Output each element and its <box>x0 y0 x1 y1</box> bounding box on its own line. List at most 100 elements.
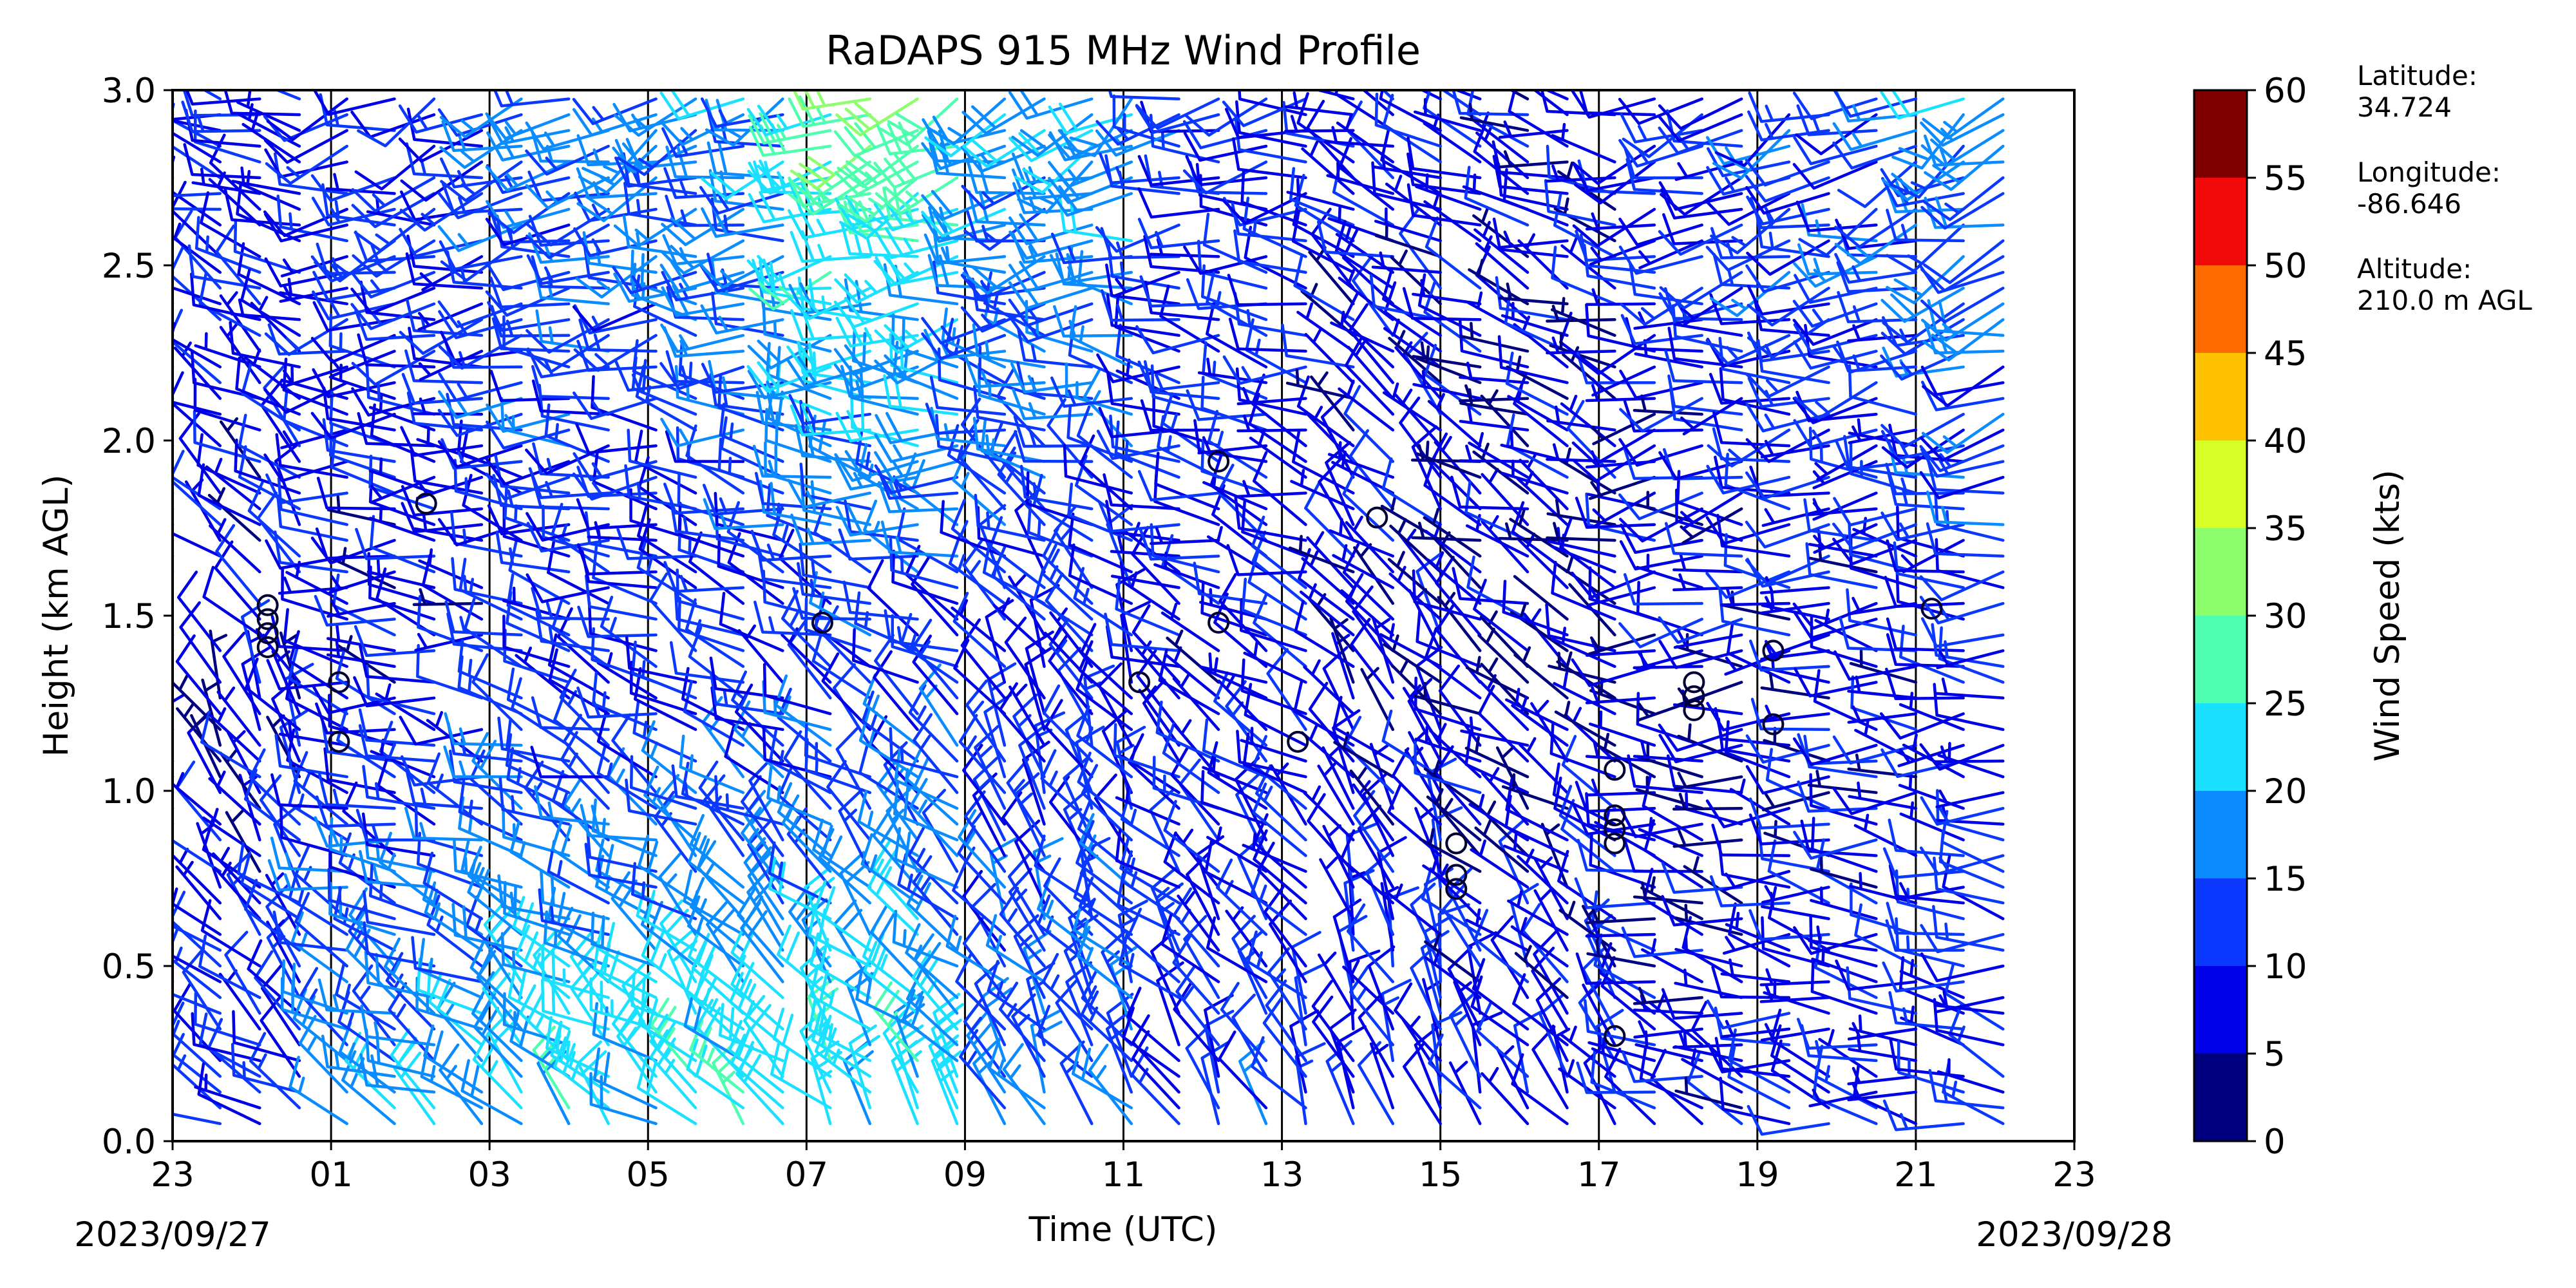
wind-barb <box>1342 291 1395 369</box>
wind-barb <box>1300 724 1355 779</box>
wind-barb <box>1667 374 1743 416</box>
wind-barb <box>718 1003 784 1063</box>
wind-barb <box>1075 832 1133 905</box>
wind-barb <box>1658 97 1743 130</box>
wind-barb <box>1551 122 1616 164</box>
x-tick-label: 23 <box>2052 1155 2096 1195</box>
wind-barb <box>1095 129 1180 157</box>
wind-barb <box>683 679 745 747</box>
wind-barb <box>665 430 745 463</box>
wind-barb <box>1234 496 1307 542</box>
wind-barb <box>1792 601 1878 630</box>
wind-barb <box>351 350 436 386</box>
wind-barb <box>952 450 1007 526</box>
wind-barb <box>1427 393 1482 448</box>
wind-barb <box>750 529 832 562</box>
wind-barb <box>1633 881 1703 905</box>
calm-marker <box>256 636 279 658</box>
wind-barb <box>1585 686 1656 705</box>
x-tick-label: 09 <box>943 1155 987 1195</box>
wind-barb <box>326 639 396 668</box>
wind-barb <box>1884 576 1965 609</box>
wind-barb <box>1492 217 1569 258</box>
wind-barb <box>730 954 784 1031</box>
wind-barb <box>1186 389 1268 421</box>
wind-barb <box>1048 185 1133 217</box>
wind-barb <box>1793 255 1878 288</box>
wind-barb <box>1241 499 1307 558</box>
wind-barb <box>748 122 832 157</box>
wind-barb <box>414 804 484 857</box>
wind-barb <box>545 1016 610 1078</box>
wind-barb <box>1850 882 1918 936</box>
wind-barb <box>788 160 872 202</box>
wind-barb <box>1893 541 1965 589</box>
wind-barb <box>426 894 484 968</box>
wind-barb <box>786 355 872 388</box>
wind-barb <box>1204 1009 1235 1094</box>
wind-barb <box>1406 152 1482 195</box>
wind-barb <box>274 90 301 100</box>
wind-barb <box>219 748 261 810</box>
wind-barb <box>1512 973 1569 1046</box>
wind-barb <box>1705 570 1791 599</box>
wind-barb <box>1159 284 1220 353</box>
wind-barb <box>1919 570 2005 601</box>
wind-barb <box>880 520 959 558</box>
wind-barb <box>173 222 222 274</box>
wind-barb <box>1065 362 1133 416</box>
wind-barb <box>1296 375 1355 448</box>
wind-barb <box>1415 440 1482 479</box>
wind-barb <box>1585 740 1656 763</box>
wind-barb <box>1252 451 1307 526</box>
wind-barb <box>676 568 745 621</box>
wind-barb <box>1728 902 1791 968</box>
calm-marker <box>1683 699 1705 721</box>
wind-barb <box>1886 209 1965 243</box>
altitude-value: 210.0 m AGL <box>2357 285 2532 316</box>
wind-barb <box>1459 102 1530 132</box>
wind-barb <box>1419 828 1482 873</box>
wind-barb <box>1745 734 1830 764</box>
wind-barb <box>900 612 959 684</box>
wind-barb <box>777 687 832 763</box>
wind-barb <box>972 1040 1007 1126</box>
wind-barb <box>1233 229 1307 274</box>
wind-barb <box>972 384 1046 431</box>
y-tick-label: 0.5 <box>102 947 156 987</box>
wind-barb <box>173 401 222 416</box>
wind-barb <box>526 254 610 285</box>
wind-barb <box>661 270 745 302</box>
wind-barb <box>236 90 301 132</box>
wind-barb <box>327 599 396 618</box>
wind-barb <box>437 518 523 547</box>
wind-barb <box>632 701 697 763</box>
wind-barb <box>649 1029 697 1110</box>
wind-barb <box>1137 155 1220 187</box>
wind-barb <box>1423 507 1482 558</box>
wind-barb <box>1554 701 1616 747</box>
wind-barb <box>575 255 658 299</box>
wind-barb <box>650 997 697 1078</box>
wind-barb <box>1498 522 1569 542</box>
wind-barb <box>173 1001 222 1078</box>
wind-barb <box>1604 1047 1656 1126</box>
wind-barb <box>1920 617 2005 648</box>
wind-barb <box>1900 1005 1965 1046</box>
wind-barb <box>907 826 959 905</box>
wind-barb <box>1012 388 1094 421</box>
wind-barb <box>1459 361 1530 384</box>
wind-barb <box>1114 294 1180 353</box>
wind-barb <box>1004 616 1046 700</box>
wind-barb <box>472 1030 523 1110</box>
wind-barb <box>1284 115 1355 133</box>
colorbar-tick-label: 15 <box>2264 860 2307 899</box>
wind-barb <box>1794 667 1878 697</box>
wind-barb <box>1419 90 1442 100</box>
wind-barb <box>1115 828 1180 889</box>
wind-barb <box>254 950 301 1031</box>
wind-barb <box>1793 926 1878 955</box>
wind-barb <box>200 191 261 258</box>
wind-barb <box>1619 369 1703 400</box>
colorbar-tick-label: 40 <box>2264 422 2307 461</box>
